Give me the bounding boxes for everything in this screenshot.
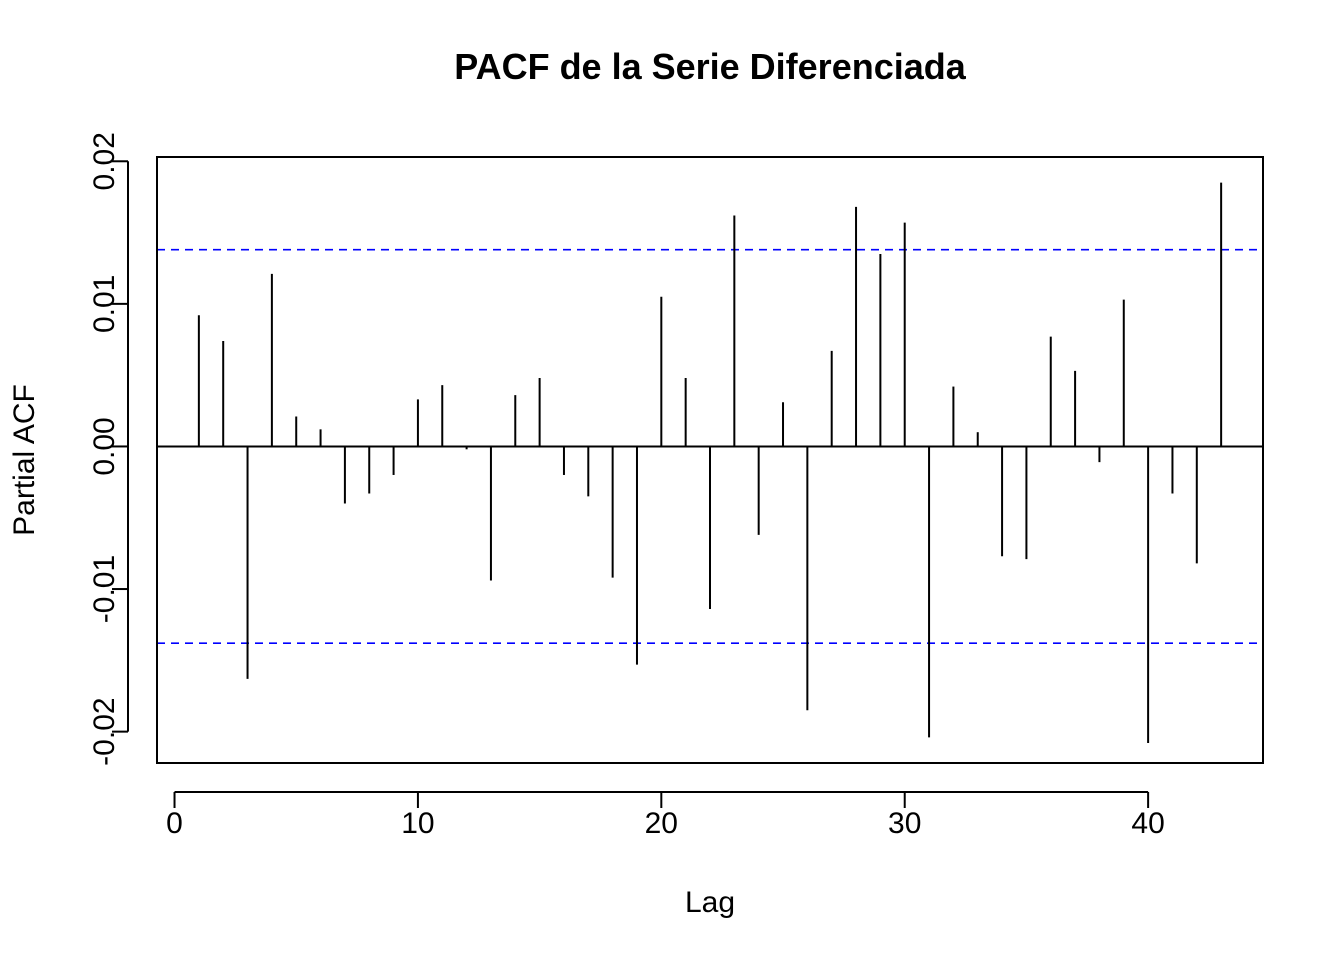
y-axis-label: Partial ACF: [8, 384, 41, 536]
x-tick-label-0: 0: [166, 807, 183, 840]
x-tick-label-30: 30: [888, 807, 921, 840]
x-tick-label-20: 20: [645, 807, 678, 840]
y-tick-label-0: -0.02: [88, 697, 121, 765]
x-axis: 0 10 20 30 40: [166, 791, 1165, 840]
chart-title: PACF de la Serie Diferenciada: [454, 46, 967, 87]
y-tick-label-2: 0.00: [88, 417, 121, 475]
y-axis: -0.02 -0.01 0.00 0.01 0.02: [88, 132, 129, 766]
y-tick-label-4: 0.02: [88, 132, 121, 190]
plot-frame: [156, 156, 1264, 764]
x-axis-label: Lag: [685, 886, 735, 919]
x-tick-label-10: 10: [401, 807, 434, 840]
y-tick-label-3: 0.01: [88, 275, 121, 333]
plot-area: [157, 182, 1263, 744]
x-tick-label-40: 40: [1131, 807, 1164, 840]
y-tick-label-1: -0.01: [88, 555, 121, 623]
